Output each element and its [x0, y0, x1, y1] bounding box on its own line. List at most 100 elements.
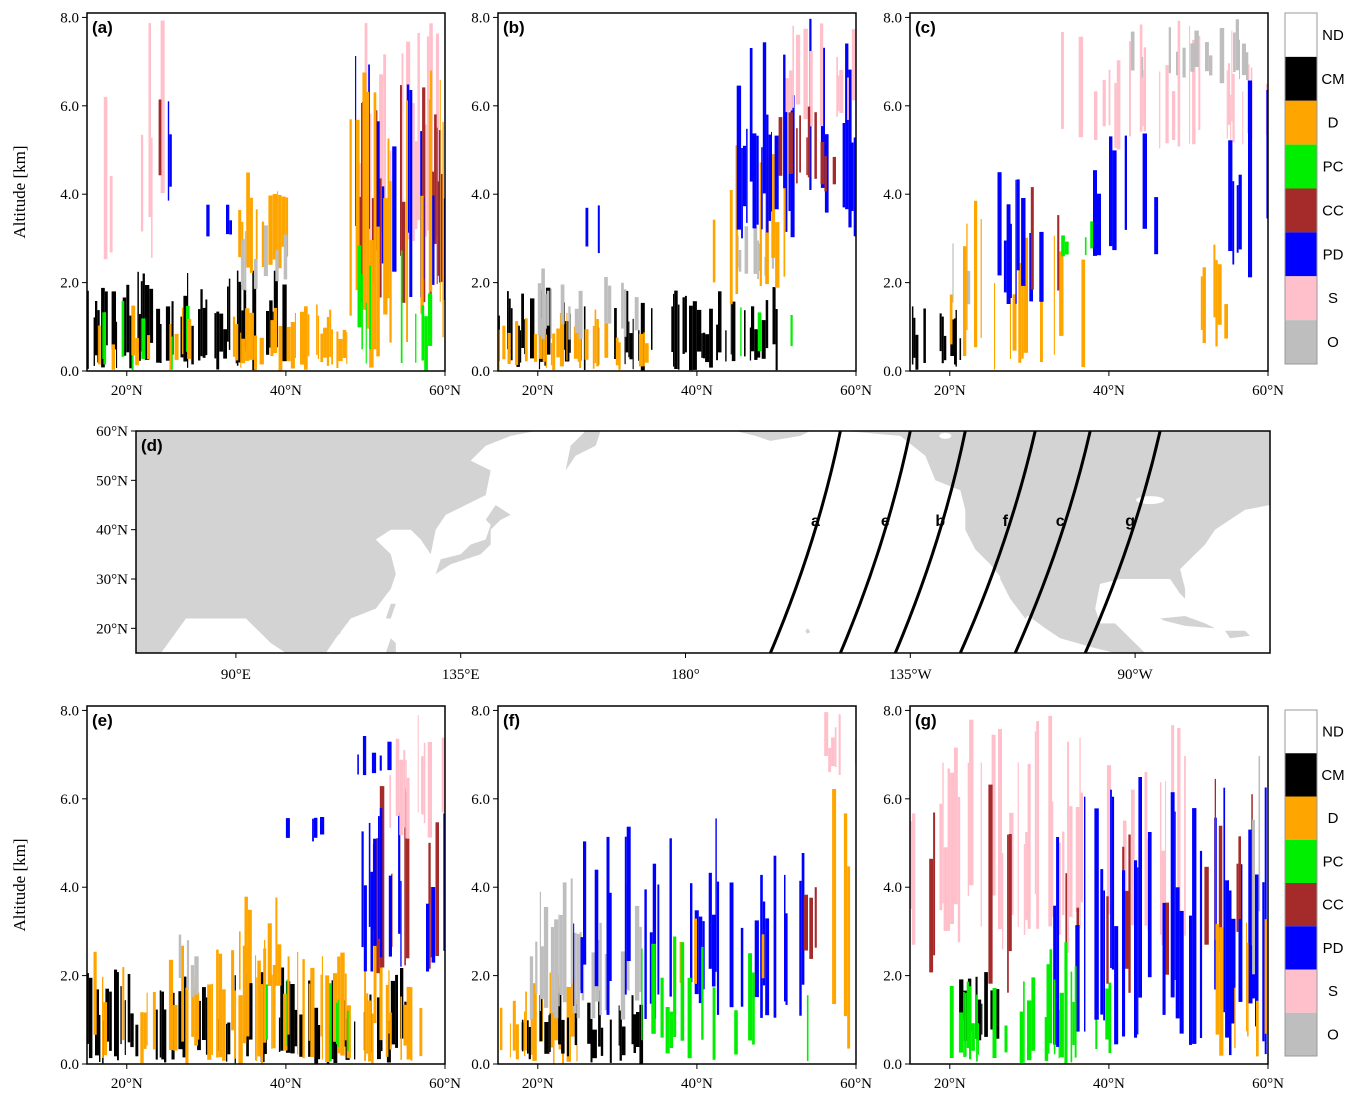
data-cell: [240, 332, 242, 368]
data-cell: [748, 953, 752, 1041]
data-cell: [1264, 919, 1268, 1034]
data-cell: [716, 324, 718, 361]
y-tick-label: 8.0: [471, 703, 490, 719]
data-cell: [638, 333, 644, 367]
data-cell: [331, 329, 333, 365]
data-cell: [387, 741, 392, 771]
map-y-tick-label: 30°N: [96, 572, 128, 588]
data-cell: [587, 1002, 591, 1044]
data-cell: [788, 143, 791, 211]
data-cell: [1053, 235, 1055, 355]
data-cell: [532, 983, 537, 1061]
data-cell: [966, 270, 971, 305]
data-cell: [368, 822, 371, 927]
data-cell: [275, 250, 279, 282]
data-cell: [828, 748, 832, 773]
data-cell: [1108, 69, 1111, 126]
data-cell: [1238, 864, 1243, 1002]
data-cell: [729, 190, 733, 305]
data-cell: [984, 972, 988, 1037]
data-cell: [98, 325, 101, 365]
x-tick-label: 40°N: [1093, 1076, 1125, 1092]
track-line: [839, 431, 912, 653]
data-cell: [845, 43, 849, 210]
data-cell: [1048, 715, 1053, 927]
data-cell: [1106, 765, 1112, 915]
data-cell: [680, 942, 685, 1041]
data-cell: [573, 923, 575, 1006]
data-cell: [194, 987, 198, 1046]
legend-swatch-s: [1285, 276, 1317, 321]
x-tick-label: 60°N: [840, 383, 872, 399]
data-cell: [336, 1002, 338, 1045]
data-cell: [796, 128, 798, 184]
legend-swatch-o: [1285, 320, 1317, 364]
land-japan: [435, 505, 511, 575]
data-cell: [434, 114, 437, 244]
data-cell: [910, 821, 912, 909]
data-cell: [238, 995, 243, 1064]
panel-label: (d): [141, 436, 163, 455]
data-cell: [548, 1015, 550, 1054]
data-cell: [761, 147, 763, 230]
data-cell: [498, 329, 500, 371]
data-cell: [169, 134, 172, 187]
data-cell: [344, 973, 347, 1041]
data-cell: [529, 956, 534, 1020]
data-cell: [273, 307, 278, 353]
panel-frame: [497, 705, 857, 1065]
data-cell: [1078, 36, 1084, 138]
data-cell: [692, 301, 697, 370]
map-frame: [135, 430, 1271, 654]
map-x-tick-label: 135°W: [889, 667, 932, 683]
data-cell: [424, 316, 428, 371]
data-cell: [244, 231, 247, 291]
data-cell: [966, 223, 968, 331]
data-cell: [187, 318, 192, 359]
legend-label: CM: [1321, 767, 1344, 784]
data-cell: [102, 976, 104, 1058]
data-cell: [530, 985, 533, 1055]
data-cell: [738, 249, 742, 272]
data-cell: [576, 933, 580, 1019]
data-cell: [1159, 782, 1162, 935]
classification-curtain: [499, 712, 856, 1064]
data-cell: [191, 325, 194, 365]
data-cell: [549, 1013, 551, 1052]
data-cell: [1067, 741, 1070, 953]
legend-swatch-pd: [1285, 232, 1317, 277]
y-tick-label: 8.0: [883, 10, 902, 26]
data-cell: [155, 1009, 158, 1060]
data-cell: [751, 306, 755, 352]
legend-swatch-pc: [1285, 144, 1317, 189]
legend-swatch-cc: [1285, 188, 1317, 233]
data-cell: [364, 959, 366, 1061]
data-cell: [959, 979, 964, 1021]
data-cell: [689, 305, 693, 371]
data-cell: [143, 1012, 147, 1049]
data-cell: [323, 327, 327, 358]
data-cell: [229, 220, 232, 235]
data-cell: [757, 240, 759, 280]
data-cell: [939, 313, 942, 352]
data-cell: [129, 315, 132, 369]
data-cell: [554, 919, 559, 1019]
data-cell: [354, 1021, 356, 1060]
data-cell: [1165, 902, 1169, 975]
legend-swatch-o: [1285, 1012, 1317, 1056]
data-cell: [287, 956, 290, 1035]
data-cell: [1209, 55, 1213, 76]
data-cell: [232, 316, 236, 357]
data-cell: [600, 1027, 604, 1056]
data-cell: [1231, 918, 1236, 1024]
data-cell: [401, 201, 406, 303]
data-cell: [1205, 42, 1209, 72]
data-cell: [609, 892, 612, 981]
data-cell: [240, 242, 242, 285]
legend-label: D: [1328, 810, 1339, 827]
data-cell: [1009, 284, 1011, 359]
data-cell: [740, 307, 742, 357]
data-cell: [568, 306, 571, 340]
data-cell: [1202, 267, 1206, 344]
data-cell: [955, 309, 957, 367]
